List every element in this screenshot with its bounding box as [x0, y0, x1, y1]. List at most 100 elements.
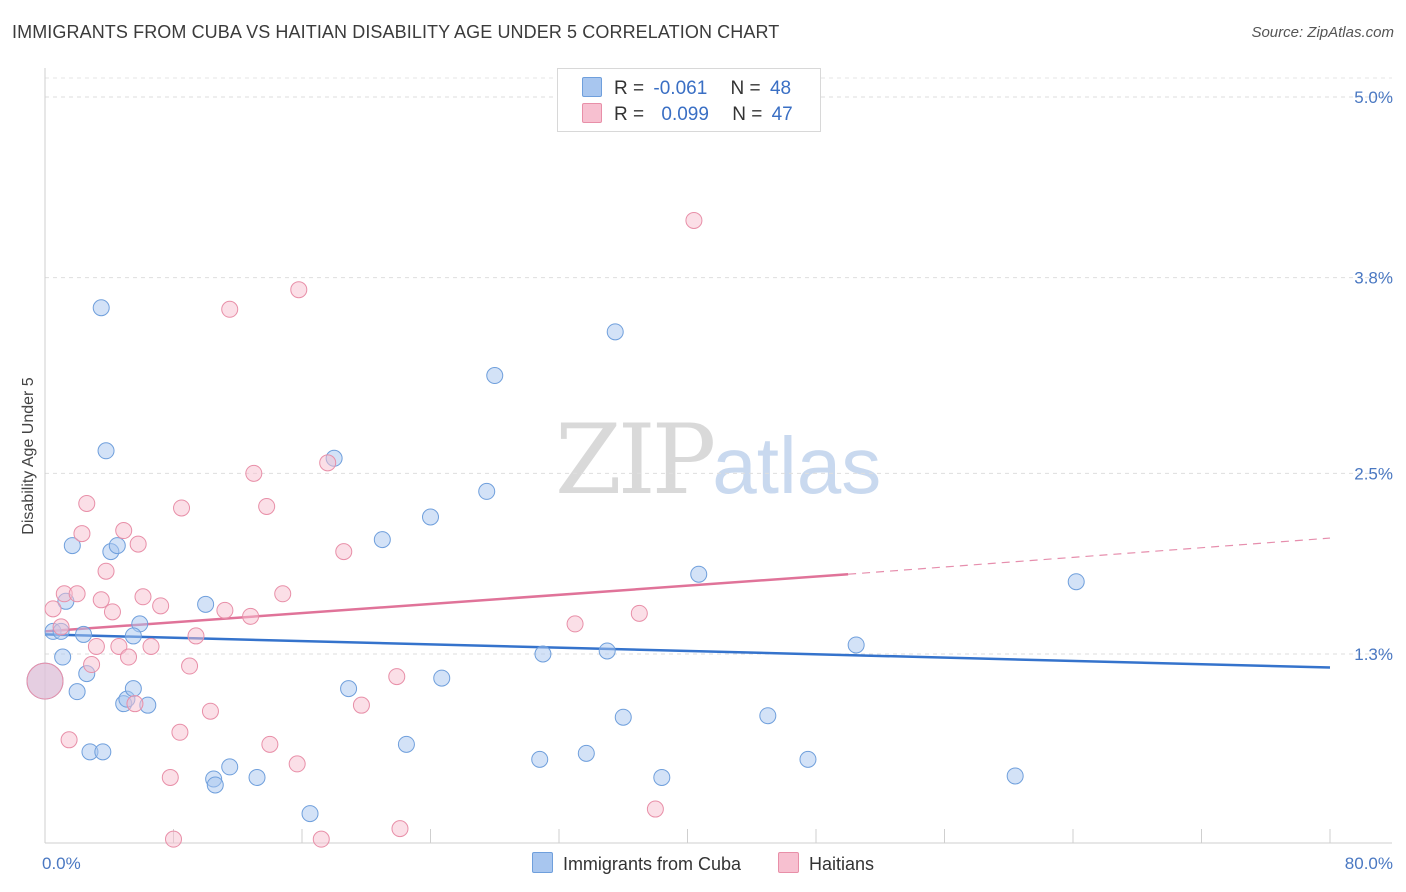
point-cuba — [531, 750, 549, 768]
y-axis-title: Disability Age Under 5 — [20, 377, 37, 535]
trendline-cuba — [44, 633, 1331, 669]
chart-source: Source: ZipAtlas.com — [1251, 24, 1394, 41]
point-cuba — [598, 642, 616, 660]
point-cuba — [1006, 767, 1024, 785]
point-haiti — [187, 627, 205, 645]
point-haiti — [685, 211, 703, 229]
point-cuba — [1067, 573, 1085, 591]
point-haiti — [68, 585, 86, 603]
point-cuba — [534, 645, 552, 663]
point-haiti — [78, 494, 96, 512]
point-cuba — [301, 805, 319, 823]
point-haiti — [97, 562, 115, 580]
watermark-atlas: atlas — [712, 421, 882, 510]
point-cuba — [847, 636, 865, 654]
series-swatch-cuba — [531, 852, 553, 873]
point-cuba — [433, 669, 451, 687]
point-haiti — [290, 281, 308, 299]
point-cuba — [690, 565, 708, 583]
point-cuba — [759, 707, 777, 725]
point-haiti — [312, 830, 330, 848]
point-cuba — [54, 648, 72, 666]
legend-r-label: R = — [614, 104, 645, 125]
point-haiti — [110, 637, 128, 655]
legend-swatch-haiti — [582, 103, 602, 123]
point-haiti — [165, 830, 182, 848]
point-haiti — [181, 657, 199, 675]
point-cuba — [653, 768, 671, 786]
point-haiti — [201, 702, 219, 720]
point-haiti — [258, 497, 276, 515]
point-cuba — [373, 531, 391, 549]
point-cuba — [486, 367, 504, 384]
point-cuba — [422, 508, 439, 526]
point-haiti — [83, 656, 101, 674]
point-haiti — [646, 800, 664, 818]
trendlines — [44, 537, 1331, 669]
point-haiti — [60, 731, 78, 749]
gridlines — [45, 77, 1392, 655]
legend-row-cuba: R = -0.061 N = 48 — [582, 77, 791, 103]
point-cuba — [92, 299, 110, 317]
point-cuba — [340, 680, 358, 698]
point-cuba — [124, 680, 142, 698]
point-cuba — [108, 537, 126, 555]
x-tick-label: 0.0% — [42, 854, 81, 873]
trendline-haiti — [44, 572, 849, 633]
legend-n-label: N = — [732, 104, 763, 125]
point-haiti — [161, 768, 179, 786]
y-tick-label: 2.5% — [1354, 464, 1393, 483]
point-haiti — [221, 300, 239, 318]
point-cuba — [799, 750, 817, 768]
legend-r-value-haiti: 0.099 — [661, 104, 709, 125]
point-haiti — [261, 735, 279, 753]
point-haiti — [87, 637, 105, 655]
point-cuba — [606, 323, 624, 341]
point-cuba — [97, 442, 115, 460]
legend-n-value-cuba: 48 — [769, 78, 792, 99]
point-cuba — [577, 744, 595, 762]
series-label-cuba: Immigrants from Cuba — [562, 854, 741, 874]
series-legend-item-cuba: Immigrants from Cuba — [531, 852, 741, 875]
watermark: ZIPatlas — [555, 404, 881, 516]
legend-n-value-haiti: 47 — [771, 104, 793, 125]
point-haiti — [92, 591, 110, 609]
point-haiti — [129, 535, 147, 553]
point-haiti — [142, 637, 160, 655]
point-haiti — [630, 604, 648, 622]
legend-r-label: R = — [614, 78, 645, 99]
point-cuba — [68, 683, 86, 701]
axes: 1.3% 2.5% 3.8% 5.0% 0.0% 80.0% — [42, 68, 1393, 873]
point-haiti — [171, 723, 189, 741]
point-cuba — [124, 627, 142, 645]
point-cuba — [478, 482, 496, 500]
point-haiti — [245, 464, 263, 482]
point-haiti — [173, 499, 191, 517]
point-haiti — [274, 585, 292, 603]
y-tick-label: 5.0% — [1354, 88, 1393, 107]
point-haiti — [52, 618, 70, 636]
watermark-zip: ZIP — [555, 404, 716, 516]
point-haiti — [26, 662, 64, 700]
series-legend-item-haiti: Haitians — [778, 852, 874, 875]
point-cuba — [94, 743, 112, 761]
stats-legend: R = -0.061 N = 48 R = 0.099 N = 47 — [557, 68, 821, 132]
series-swatch-haiti — [778, 852, 800, 873]
legend-n-label: N = — [730, 78, 761, 99]
legend-row-haiti: R = 0.099 N = 47 — [582, 103, 793, 129]
point-cuba — [197, 595, 215, 613]
point-cuba — [397, 735, 415, 753]
point-haiti — [152, 597, 170, 615]
point-haiti — [352, 696, 370, 714]
point-haiti — [566, 615, 584, 633]
point-haiti — [319, 454, 337, 472]
point-cuba — [614, 708, 632, 726]
series-label-haiti: Haitians — [809, 854, 875, 874]
x-tick-label: 80.0% — [1345, 854, 1393, 873]
data-points — [26, 211, 1085, 848]
point-cuba — [63, 537, 81, 555]
point-haiti — [288, 755, 306, 773]
point-haiti — [126, 695, 144, 713]
point-haiti — [242, 607, 260, 625]
